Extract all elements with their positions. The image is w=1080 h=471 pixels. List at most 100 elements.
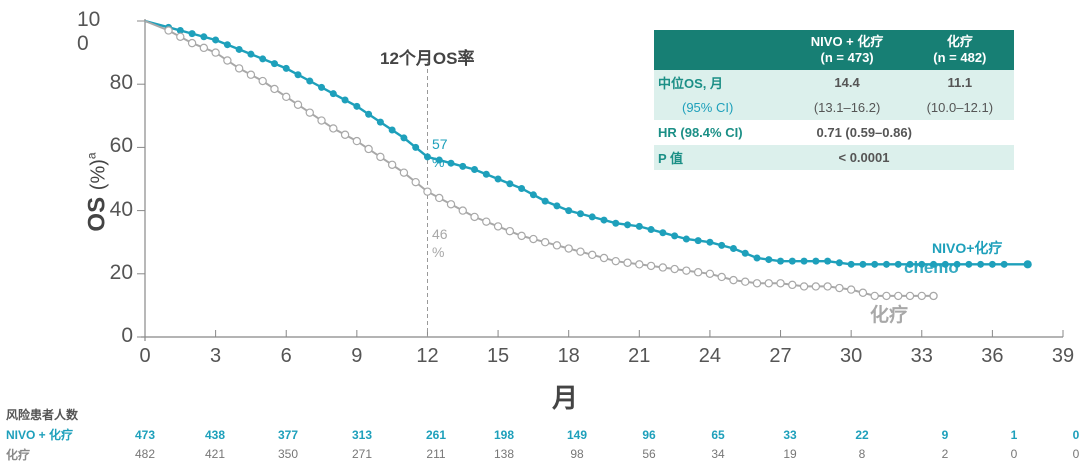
survival-curves bbox=[144, 19, 1032, 301]
censor-marker bbox=[423, 153, 431, 161]
axes bbox=[137, 19, 1064, 341]
risk-value-chemo: 350 bbox=[277, 447, 299, 461]
censor-marker bbox=[329, 90, 337, 98]
stats-table: NIVO + 化疗 (n = 473) 化疗 (n = 482) 中位OS, 月 1… bbox=[654, 30, 1014, 170]
censor-marker bbox=[894, 291, 903, 301]
censor-marker bbox=[318, 83, 326, 91]
risk-value-chemo: 98 bbox=[570, 447, 584, 461]
censor-marker bbox=[529, 191, 537, 199]
censor-marker bbox=[459, 162, 467, 170]
header-chemo-n: (n = 482) bbox=[933, 50, 987, 65]
censor-marker bbox=[235, 45, 243, 53]
censor-marker bbox=[411, 177, 420, 187]
x-axis-label: 月 bbox=[552, 383, 579, 413]
x-tick-label: 33 bbox=[910, 345, 933, 367]
p-value: < 0.0001 bbox=[788, 145, 1014, 170]
censor-marker bbox=[612, 219, 620, 227]
y-tick-label: 10 0 bbox=[77, 8, 101, 55]
censor-marker bbox=[376, 118, 384, 126]
x-tick-label: 21 bbox=[628, 345, 651, 367]
y-tick-label: 20 bbox=[109, 260, 133, 284]
y-label-main: OS bbox=[83, 196, 111, 232]
censor-marker bbox=[387, 160, 397, 169]
censor-marker bbox=[741, 277, 750, 286]
censor-marker bbox=[905, 291, 915, 301]
censor-marker bbox=[1000, 260, 1008, 268]
censor-marker bbox=[706, 238, 714, 246]
median-os-chemo: 11.1 bbox=[905, 70, 1014, 95]
censor-marker bbox=[470, 212, 479, 222]
y-label-unit: (%) bbox=[87, 159, 110, 191]
censor-marker bbox=[776, 279, 785, 288]
risk-value-chemo: 0 bbox=[1010, 447, 1018, 461]
censor-marker bbox=[930, 260, 938, 268]
censor-marker bbox=[341, 96, 349, 104]
risk-value-chemo: 56 bbox=[642, 447, 656, 461]
risk-value-nivo: 149 bbox=[566, 428, 588, 442]
risk-value-chemo: 19 bbox=[783, 447, 797, 461]
risk-value-nivo: 96 bbox=[642, 428, 656, 442]
x-tick-label: 24 bbox=[698, 345, 722, 367]
censor-marker bbox=[1023, 260, 1032, 269]
censor-marker bbox=[823, 282, 832, 291]
x-tick-label: 18 bbox=[557, 345, 580, 367]
censor-marker bbox=[493, 222, 503, 231]
nivo-12m-value: 57 bbox=[432, 136, 448, 152]
x-tick-label: 12 bbox=[416, 345, 439, 367]
censor-marker bbox=[800, 257, 808, 265]
censor-marker bbox=[365, 110, 373, 118]
censor-marker bbox=[412, 143, 420, 151]
censor-marker bbox=[765, 256, 773, 264]
nivo-12m-pct: % bbox=[432, 154, 445, 170]
annotation-12m-title: 12个月OS率 bbox=[380, 49, 475, 68]
censor-marker bbox=[188, 30, 196, 38]
risk-value-nivo: 1 bbox=[1010, 428, 1018, 442]
censor-marker bbox=[777, 257, 785, 265]
censor-marker bbox=[212, 36, 220, 44]
censor-marker bbox=[882, 291, 891, 301]
stats-row-median: 中位OS, 月 14.4 11.1 bbox=[654, 70, 1014, 95]
risk-value-nivo: 473 bbox=[134, 428, 156, 442]
chemo-12m-value: 46 bbox=[432, 226, 448, 242]
risk-value-chemo: 211 bbox=[426, 447, 446, 461]
censor-marker bbox=[717, 272, 726, 282]
censor-marker bbox=[435, 156, 443, 164]
censor-marker bbox=[505, 226, 515, 236]
censor-marker bbox=[811, 282, 821, 291]
censor-marker bbox=[388, 126, 396, 134]
censor-marker bbox=[929, 291, 938, 301]
risk-value-chemo: 138 bbox=[493, 447, 515, 461]
censor-marker bbox=[624, 221, 632, 229]
censor-marker bbox=[871, 260, 879, 268]
censor-marker bbox=[918, 260, 926, 268]
censor-marker bbox=[399, 168, 409, 177]
censor-marker bbox=[693, 268, 703, 277]
p-label: P 值 bbox=[654, 145, 789, 170]
x-tick-label: 39 bbox=[1051, 345, 1075, 367]
censor-marker bbox=[376, 152, 385, 162]
censor-marker bbox=[917, 291, 926, 301]
censor-marker bbox=[894, 260, 902, 268]
header-nivo-name: NIVO + 化疗 bbox=[810, 34, 884, 49]
censor-marker bbox=[906, 260, 914, 268]
risk-value-chemo: 482 bbox=[134, 447, 156, 461]
censor-marker bbox=[988, 260, 996, 268]
risk-value-nivo: 198 bbox=[493, 428, 515, 442]
censor-marker bbox=[576, 247, 585, 256]
y-tick-label: 0 bbox=[121, 324, 133, 347]
risk-value-chemo: 34 bbox=[711, 447, 725, 461]
censor-marker bbox=[223, 56, 232, 65]
x-tick-label: 30 bbox=[840, 345, 863, 367]
stats-row-ci: (95% CI) (13.1–16.2) (10.0–12.1) bbox=[654, 95, 1014, 120]
censor-marker bbox=[340, 130, 350, 139]
censor-marker bbox=[846, 285, 856, 294]
censor-marker bbox=[552, 241, 562, 250]
censor-marker bbox=[729, 275, 738, 285]
censor-marker bbox=[564, 244, 573, 253]
censor-marker bbox=[565, 207, 573, 215]
censor-marker bbox=[553, 202, 561, 210]
censor-marker bbox=[518, 184, 526, 192]
censor-marker bbox=[576, 210, 584, 218]
x-tick-label: 15 bbox=[486, 345, 510, 367]
header-nivo-n: (n = 473) bbox=[820, 50, 874, 65]
